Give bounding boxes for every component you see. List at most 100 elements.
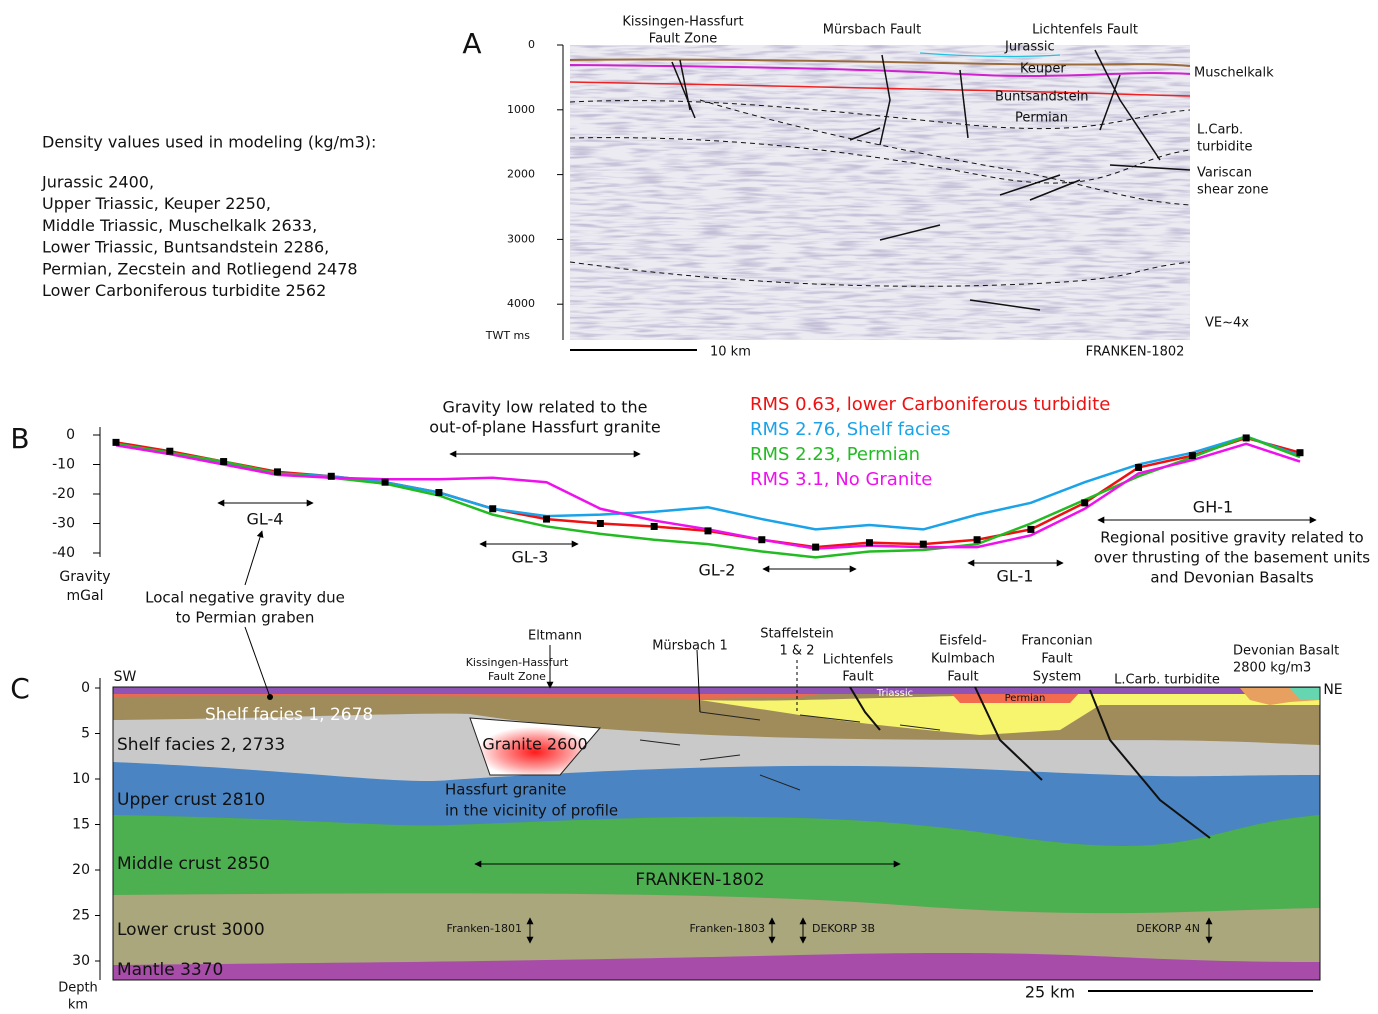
observed-point: [1081, 499, 1088, 506]
y-tick-label: -30: [52, 516, 75, 532]
y-axis-label: km: [68, 998, 88, 1011]
observed-point: [974, 536, 981, 543]
observed-point: [1243, 434, 1250, 441]
feature-label: Kissingen-Hassfurt: [466, 656, 569, 669]
feature-label: Fault: [947, 670, 978, 685]
y-axis-label: Depth: [58, 981, 98, 996]
y-tick-label: 2000: [507, 168, 535, 181]
y-tick-label: 0: [81, 680, 90, 696]
y-tick-label: 4000: [507, 297, 535, 310]
observed-point: [113, 439, 120, 446]
annotation: GL-2: [699, 561, 736, 580]
fault-label: Mürsbach Fault: [823, 23, 922, 38]
panel-label: C: [10, 672, 30, 705]
profile-label: DEKORP 4N: [1136, 922, 1200, 935]
y-tick-label: 3000: [507, 232, 535, 245]
observed-point: [597, 520, 604, 527]
layer-label: Hassfurt granite: [445, 781, 566, 799]
observed-point: [489, 505, 496, 512]
feature-label: Kulmbach: [931, 652, 995, 667]
observed-point: [220, 458, 227, 465]
note-line: Lower Triassic, Buntsandstein 2286,: [42, 238, 329, 257]
y-tick-label: 10: [72, 771, 90, 787]
observed-point: [543, 516, 550, 523]
y-tick-label: 0: [528, 38, 535, 51]
observed-point: [382, 479, 389, 486]
observed-point: [651, 523, 658, 530]
observed-point: [328, 473, 335, 480]
feature-label: Staffelstein: [760, 627, 834, 642]
unit-label: L.Carb.: [1197, 123, 1243, 138]
feature-label: Eisfeld-: [939, 634, 987, 649]
y-tick-label: 15: [72, 817, 90, 833]
note-line: Lower Carboniferous turbidite 2562: [42, 281, 326, 300]
annotation: GH-1: [1193, 498, 1233, 517]
layer-label: Shelf facies 2, 2733: [117, 735, 285, 755]
note-line: Permian, Zecstein and Rotliegend 2478: [42, 259, 358, 278]
observed-point: [1189, 452, 1196, 459]
legend-entry: RMS 3.1, No Granite: [750, 469, 932, 490]
note-line: Middle Triassic, Muschelkalk 2633,: [42, 216, 317, 235]
feature-label: Eltmann: [528, 629, 582, 644]
observed-point: [435, 489, 442, 496]
fault-label: Kissingen-Hassfurt: [622, 15, 743, 30]
legend-entry: RMS 2.23, Permian: [750, 444, 920, 465]
profile-name: FRANKEN-1802: [1086, 345, 1185, 360]
observed-point: [1297, 449, 1304, 456]
feature-label: Devonian Basalt: [1233, 644, 1339, 659]
observed-point: [758, 536, 765, 543]
direction: NE: [1323, 682, 1342, 698]
layer-label: Triassic: [876, 688, 913, 699]
y-tick-label: 25: [72, 908, 90, 924]
layer-label: Mantle 3370: [117, 960, 223, 980]
direction: SW: [114, 669, 137, 685]
annotation: GL-1: [997, 567, 1034, 586]
unit-label: Muschelkalk: [1194, 66, 1274, 81]
legend-entry: RMS 0.63, lower Carboniferous turbidite: [750, 394, 1110, 415]
y-axis-label: mGal: [67, 588, 104, 604]
y-tick-label: 30: [72, 953, 90, 969]
feature-label: Lichtenfels: [823, 653, 894, 668]
profile-label: DEKORP 3B: [812, 922, 875, 935]
legend-entry: RMS 2.76, Shelf facies: [750, 419, 950, 440]
note-title: Density values used in modeling (kg/m3):: [42, 133, 376, 152]
profile-label: Franken-1803: [690, 922, 765, 935]
feature-label: 2800 kg/m3: [1233, 661, 1311, 676]
layer-label: in the vicinity of profile: [445, 802, 618, 820]
layer-label: Middle crust 2850: [117, 854, 270, 874]
unit-label: Permian: [1015, 111, 1068, 126]
layer-label: Upper crust 2810: [117, 790, 265, 810]
feature-label: L.Carb. turbidite: [1114, 673, 1220, 688]
ve-note: VE~4x: [1205, 316, 1249, 331]
annotation: Gravity low related to the: [442, 398, 647, 417]
profile-name: FRANKEN-1802: [635, 870, 764, 890]
annotation: GL-3: [512, 548, 549, 567]
y-tick-label: -40: [52, 545, 75, 561]
observed-point: [1135, 464, 1142, 471]
note-line: Upper Triassic, Keuper 2250,: [42, 194, 271, 213]
feature-label: Franconian: [1021, 634, 1092, 649]
note-line: Jurassic 2400,: [41, 173, 154, 192]
feature-label: Mürsbach 1: [652, 639, 728, 654]
unit-label: Jurassic: [1004, 40, 1055, 55]
profile-label: Franken-1801: [447, 922, 522, 935]
feature-label: System: [1033, 670, 1081, 685]
scale-label: 10 km: [710, 345, 751, 360]
layer-label: Lower crust 3000: [117, 920, 265, 940]
fault-label: Lichtenfels Fault: [1032, 23, 1138, 38]
unit-label: shear zone: [1197, 183, 1268, 198]
annotation: GL-4: [247, 510, 284, 529]
panel-label: B: [10, 422, 29, 455]
annotation: Local negative gravity due: [145, 589, 345, 607]
feature-label: 1 & 2: [780, 644, 815, 659]
observed-point: [920, 541, 927, 548]
layer-label: Permian: [1005, 693, 1046, 704]
unit-label: Variscan: [1197, 166, 1252, 181]
annotation: over thrusting of the basement units: [1094, 549, 1370, 567]
annotation: to Permian graben: [176, 609, 315, 627]
feature-label: Fault: [1041, 652, 1072, 667]
seismic-section: [563, 45, 1190, 350]
y-tick-label: -20: [52, 486, 75, 502]
layer-label: Shelf facies 1, 2678: [205, 705, 373, 725]
unit-label: turbidite: [1197, 140, 1253, 155]
